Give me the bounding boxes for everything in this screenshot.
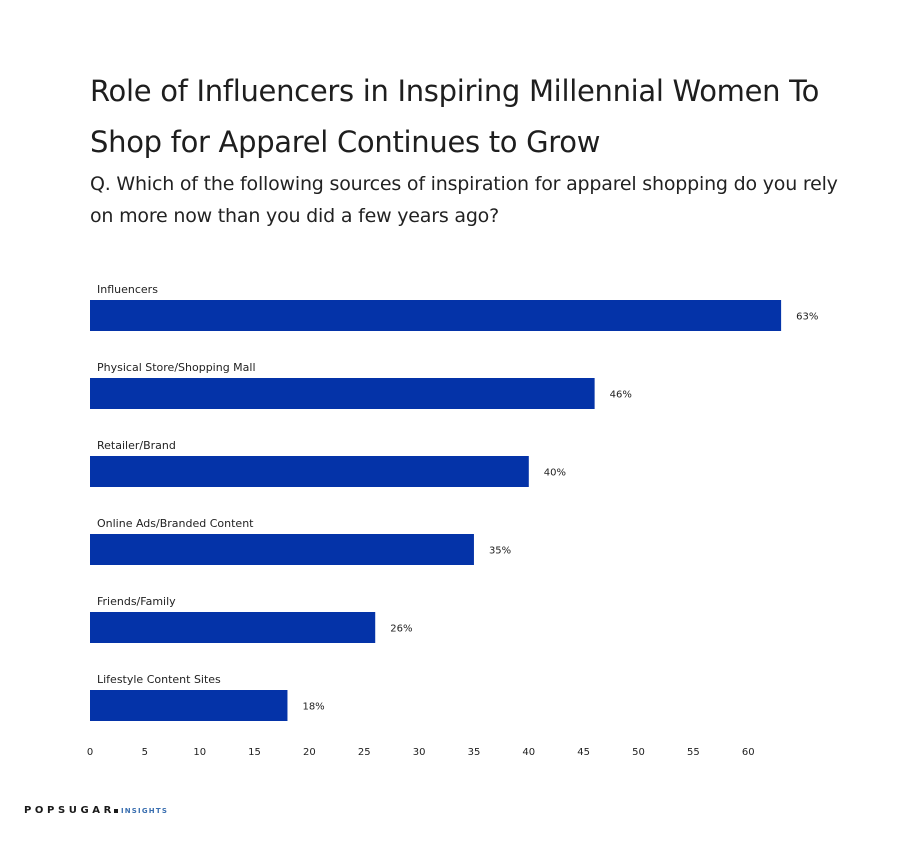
- value-label: 26%: [390, 624, 412, 635]
- category-label: Physical Store/Shopping Mall: [97, 361, 256, 374]
- category-label: Online Ads/Branded Content: [97, 517, 254, 530]
- bar: [90, 690, 288, 721]
- category-label: Friends/Family: [97, 595, 176, 608]
- chart-title: Role of Influencers in Inspiring Millenn…: [90, 74, 820, 159]
- bar-chart: Influencers 63% Physical Store/Shopping Ma…: [87, 283, 819, 758]
- value-label: 40%: [544, 468, 566, 479]
- value-label: 46%: [610, 390, 632, 401]
- x-tick-label: 55: [687, 747, 700, 758]
- x-tick-label: 35: [468, 747, 481, 758]
- x-tick-label: 5: [142, 747, 148, 758]
- bar: [90, 300, 782, 331]
- bar: [90, 534, 474, 565]
- x-tick-label: 0: [87, 747, 93, 758]
- category-label: Influencers: [97, 283, 158, 296]
- value-label: 35%: [489, 546, 511, 557]
- value-label: 18%: [302, 702, 324, 713]
- x-tick-label: 50: [632, 747, 645, 758]
- category-label: Lifestyle Content Sites: [97, 673, 221, 686]
- x-tick-label: 10: [193, 747, 206, 758]
- brand-dot-icon: [113, 809, 118, 813]
- brand-suffix: INSIGHTS: [120, 807, 169, 815]
- brand-name: POPSUGAR: [24, 805, 115, 816]
- bar: [90, 456, 529, 487]
- category-label: Retailer/Brand: [97, 439, 176, 452]
- x-tick-label: 45: [577, 747, 590, 758]
- x-tick-label: 25: [358, 747, 371, 758]
- chart-subtitle: Q. Which of the following sources of ins…: [90, 173, 838, 227]
- x-tick-label: 20: [303, 747, 316, 758]
- x-tick-label: 60: [742, 747, 755, 758]
- x-tick-label: 30: [413, 747, 426, 758]
- brand-logo: POPSUGAR INSIGHTS: [24, 805, 168, 816]
- x-tick-label: 40: [522, 747, 535, 758]
- value-label: 63%: [796, 312, 818, 323]
- x-tick-label: 15: [248, 747, 261, 758]
- bar: [90, 378, 595, 409]
- bar: [90, 612, 376, 643]
